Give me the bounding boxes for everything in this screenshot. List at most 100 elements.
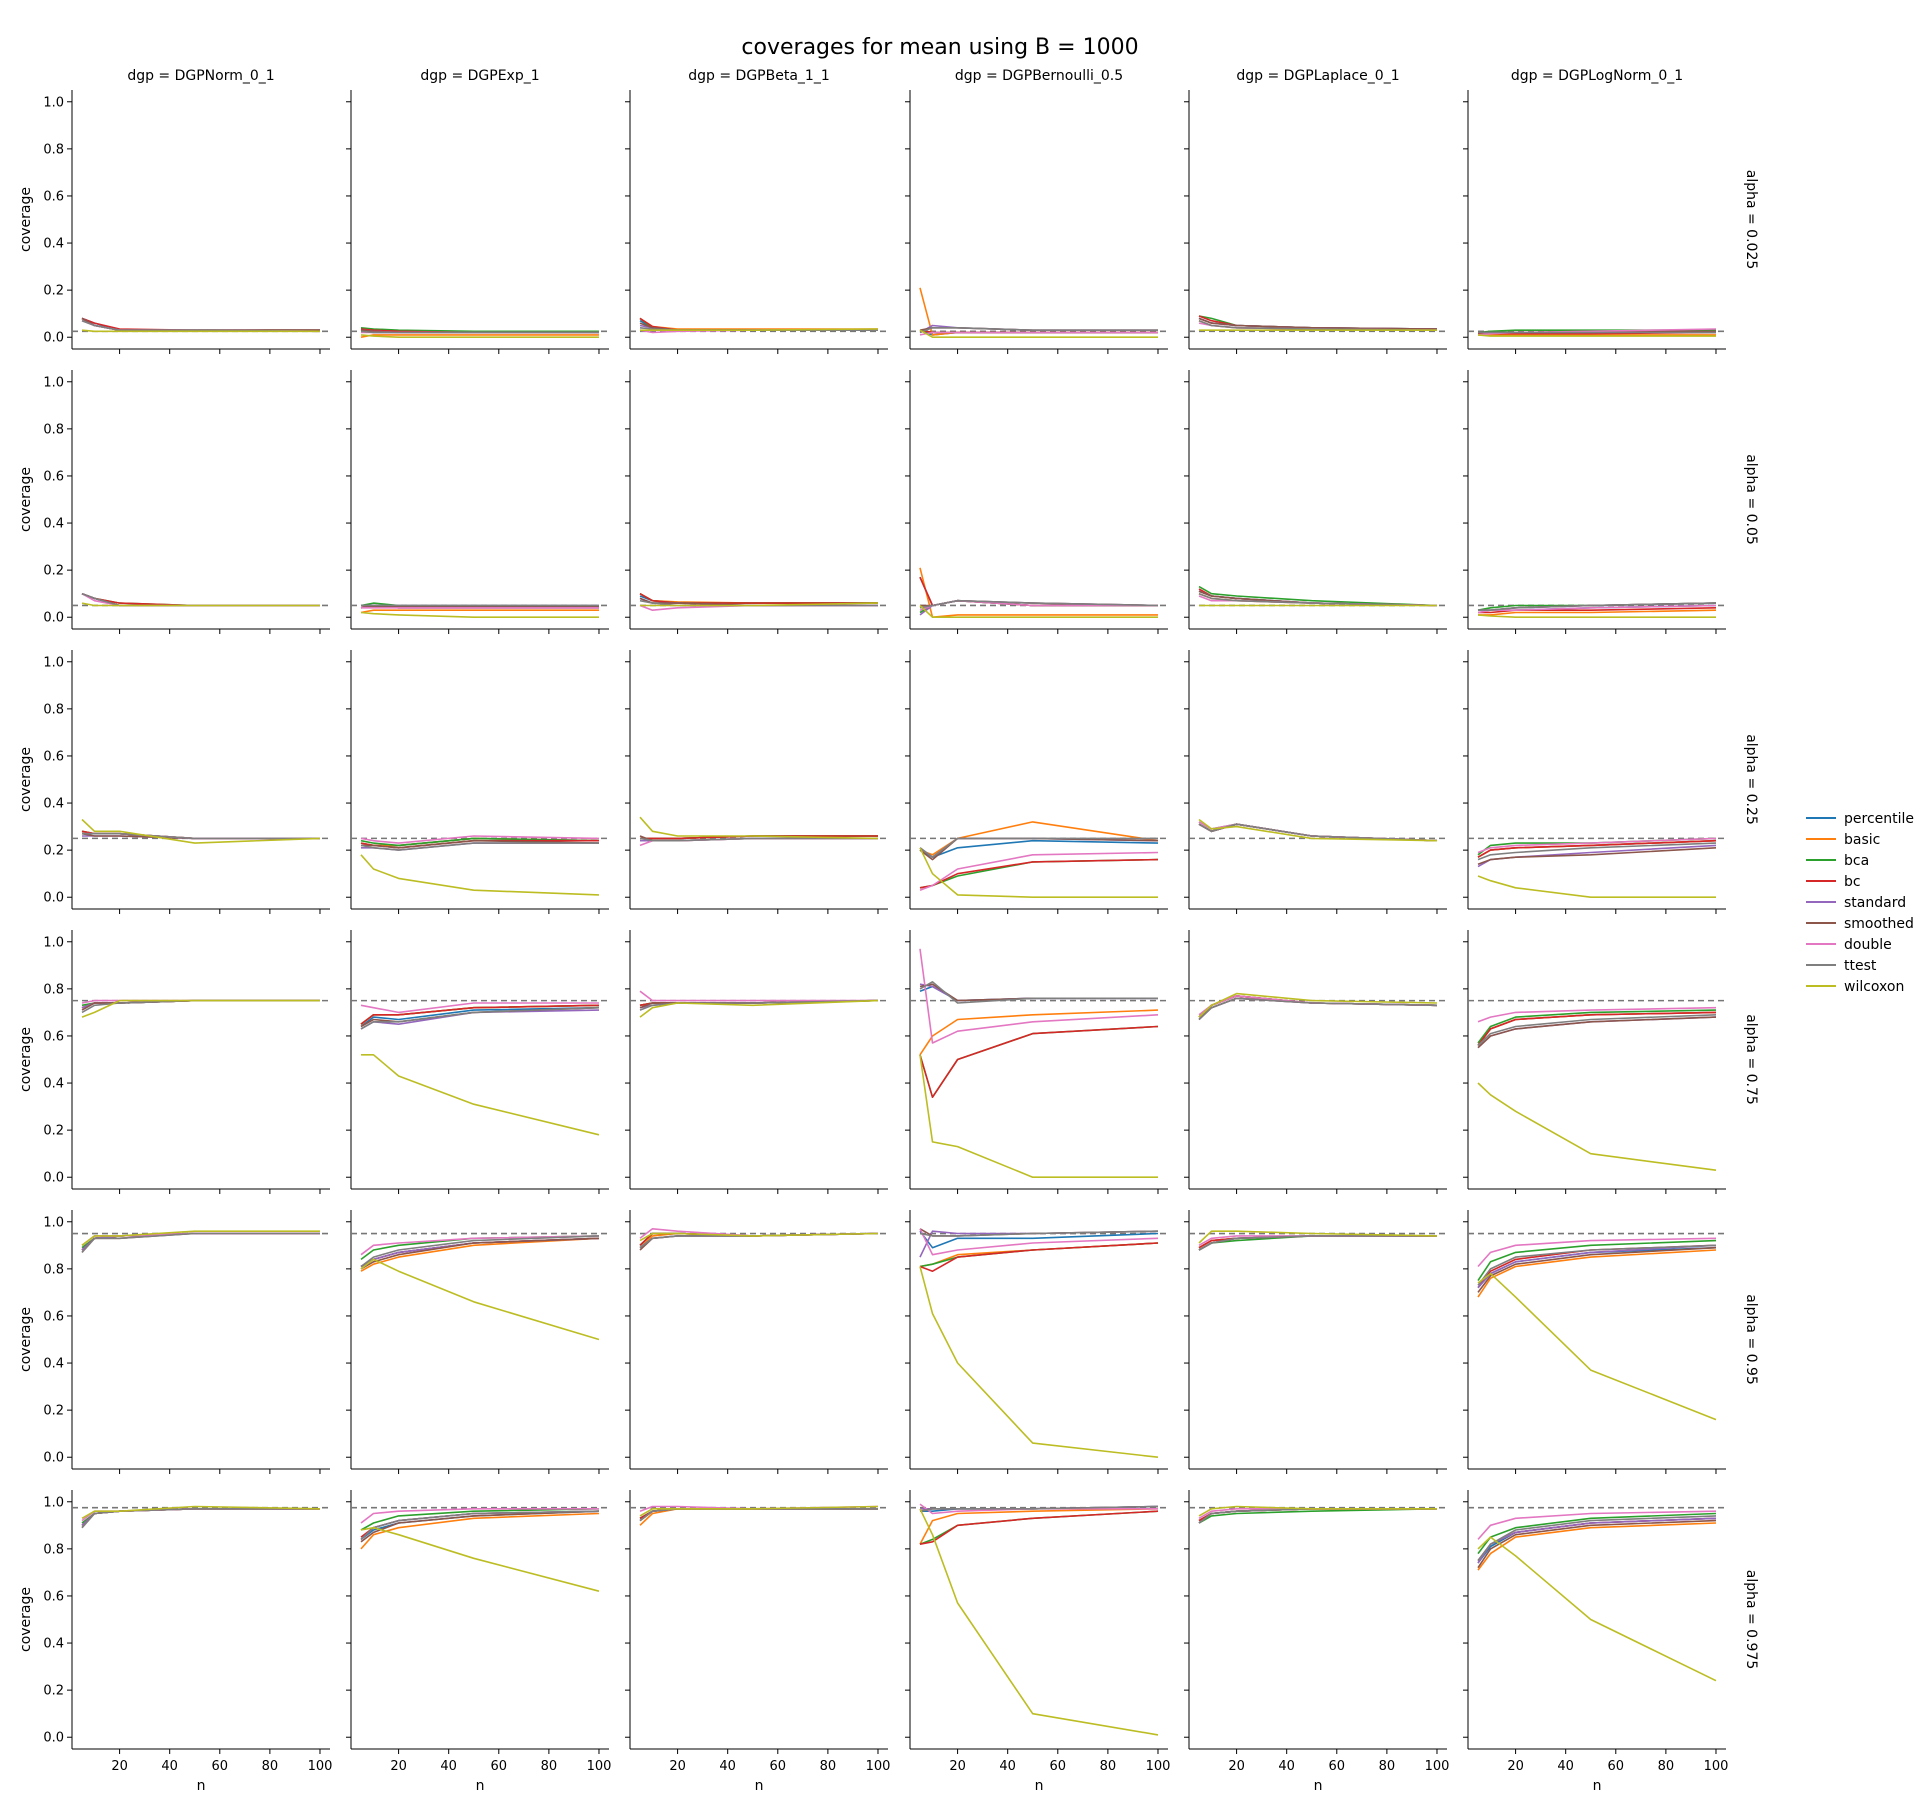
x-tick-label: 40	[719, 1759, 736, 1774]
column-title: dgp = DGPLogNorm_0_1	[1511, 68, 1683, 84]
legend: percentile basic bca bc standard smoothed doub…	[1806, 811, 1914, 995]
series-line-bca	[919, 858, 1159, 889]
y-tick-label: 0.2	[43, 284, 64, 299]
series-line-double	[81, 593, 320, 607]
series-line-wilcoxon	[1477, 1536, 1717, 1682]
series-line-basic	[1198, 1235, 1437, 1249]
x-tick-label: 20	[1507, 1759, 1524, 1774]
series-line-wilcoxon	[1477, 334, 1716, 337]
x-tick-label: 20	[1228, 1759, 1245, 1774]
series-line-double	[1477, 1237, 1717, 1268]
y-tick-label: 0.2	[43, 1684, 64, 1699]
series-line-standard	[1477, 1244, 1717, 1289]
panel-r1-c1	[346, 370, 609, 634]
series-line-percentile	[360, 1006, 600, 1028]
series-line-double	[919, 948, 1159, 1044]
panel-r2-c3	[905, 650, 1168, 914]
legend-label-basic: basic	[1844, 832, 1880, 848]
x-tick-label: 40	[161, 1759, 178, 1774]
series-line-wilcoxon	[81, 1505, 321, 1519]
series-line-wilcoxon	[639, 999, 879, 1018]
series-line-bc	[919, 1510, 1159, 1545]
legend-label-smoothed: smoothed	[1844, 916, 1914, 932]
series-line-wilcoxon	[640, 602, 879, 607]
y-tick-label: 0.2	[43, 1124, 64, 1139]
series-line-wilcoxon	[360, 611, 599, 619]
y-tick-label: 0.6	[43, 749, 64, 764]
x-axis-label: n	[1314, 1778, 1323, 1794]
row-title: alpha = 0.75	[1743, 1014, 1759, 1105]
panel-r2-c0: 0.0 0.2 0.4 0.6 0.8 1.0 coverage	[18, 650, 330, 914]
panel-r5-c4: 20 40 60 80 100 n	[1184, 1490, 1449, 1794]
series-line-double	[360, 1235, 600, 1256]
series-line-ttest	[1198, 997, 1438, 1021]
y-tick-label: 1.0	[43, 935, 64, 950]
series-line-wilcoxon	[81, 602, 320, 607]
column-title: dgp = DGPBeta_1_1	[688, 68, 829, 84]
y-tick-label: 0.2	[43, 564, 64, 579]
series-line-basic	[919, 1009, 1159, 1056]
series-line-wilcoxon	[639, 1505, 879, 1517]
series-line-basic	[919, 1242, 1159, 1268]
y-tick-label: 0.8	[43, 1542, 64, 1557]
series-line-basic	[639, 1508, 878, 1526]
panel-r4-c1	[346, 1210, 609, 1474]
panel-r0-c3: dgp = DGPBernoulli_0.5	[905, 68, 1168, 354]
series-line-wilcoxon	[360, 334, 599, 339]
y-tick-label: 0.0	[43, 1731, 64, 1746]
series-line-ttest	[360, 1235, 600, 1268]
panel-r3-c3	[905, 930, 1168, 1194]
x-axis-label: n	[476, 1778, 485, 1794]
series-line-percentile	[919, 1230, 1159, 1249]
x-tick-label: 60	[212, 1759, 229, 1774]
series-line-double	[360, 835, 600, 844]
series-line-double	[919, 331, 1158, 336]
legend-label-ttest: ttest	[1844, 958, 1877, 974]
series-line-ttest	[81, 1232, 320, 1253]
series-line-bc	[919, 1242, 1159, 1272]
series-line-basic	[360, 609, 599, 614]
series-line-ttest	[1198, 319, 1438, 331]
series-line-double	[360, 1508, 599, 1524]
series-line-bc	[919, 858, 1159, 889]
column-title: dgp = DGPExp_1	[420, 68, 539, 84]
series-line-ttest	[81, 592, 320, 607]
series-line-ttest	[919, 599, 1159, 609]
y-tick-label: 0.6	[43, 1029, 64, 1044]
series-line-smoothed	[361, 839, 600, 849]
y-tick-label: 0.6	[43, 1309, 64, 1324]
series-line-ttest	[1198, 823, 1438, 842]
x-tick-label: 100	[1425, 1759, 1450, 1774]
y-tick-label: 0.8	[43, 142, 64, 157]
series-line-bca	[919, 1510, 1159, 1545]
x-tick-label: 100	[308, 1759, 333, 1774]
series-line-smoothed	[360, 1237, 600, 1270]
x-tick-label: 80	[820, 1759, 837, 1774]
series-line-ttest	[919, 326, 1158, 334]
panel-r5-c5: 20 40 60 80 100 alpha = 0.975 n	[1463, 1490, 1759, 1794]
x-axis-label: n	[1035, 1778, 1044, 1794]
series-line-wilcoxon	[81, 999, 320, 1018]
y-axis-label: coverage	[18, 747, 34, 812]
y-tick-label: 0.8	[43, 702, 64, 717]
y-tick-label: 0.4	[43, 1637, 64, 1652]
panel-r3-c4	[1184, 930, 1447, 1194]
x-tick-label: 80	[262, 1759, 279, 1774]
series-line-bca	[1198, 1508, 1438, 1524]
y-tick-label: 1.0	[43, 1215, 64, 1230]
series-line-smoothed	[81, 592, 320, 607]
series-line-wilcoxon	[919, 1266, 1159, 1458]
series-line-wilcoxon	[81, 1230, 320, 1246]
series-line-standard	[81, 592, 320, 607]
x-tick-label: 80	[1379, 1759, 1396, 1774]
series-line-basic	[639, 317, 878, 330]
x-tick-label: 20	[949, 1759, 966, 1774]
panel-r3-c1	[346, 930, 609, 1194]
series-line-bca	[81, 830, 320, 840]
y-tick-label: 1.0	[43, 655, 64, 670]
x-axis-label: n	[1593, 1778, 1602, 1794]
series-line-bc	[81, 830, 320, 840]
series-line-bca	[1477, 1239, 1717, 1282]
series-line-bca	[360, 837, 600, 847]
